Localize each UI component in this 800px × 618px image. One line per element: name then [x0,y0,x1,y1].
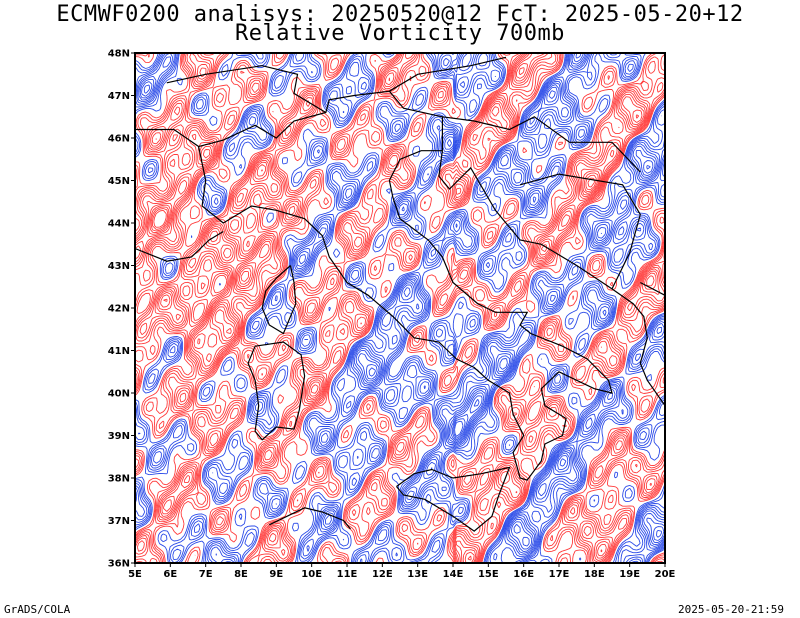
map-subtitle: Relative Vorticity 700mb [235,21,565,46]
positive-vorticity-contour [149,53,657,563]
lon-tick-label: 20E [655,569,676,580]
negative-vorticity-contour [135,53,665,563]
negative-vorticity-contour [135,53,665,563]
france-coast [135,230,224,262]
albania-border [640,281,665,296]
lat-tick-label: 37N [108,516,130,527]
lon-tick-label: 18E [584,569,605,580]
positive-vorticity-contour [135,53,665,563]
negative-vorticity-contour [135,53,665,563]
timestamp: 2025-05-20-21:59 [678,603,784,616]
lon-tick-label: 13E [407,569,428,580]
lat-tick-label: 38N [108,474,130,485]
lon-tick-label: 11E [337,569,358,580]
sardinia [247,341,306,441]
balkan-coast [438,150,665,407]
lat-tick-label: 41N [108,346,130,357]
longitude-axis: 5E 6E 7E 8E 9E 10E 11E 12E 13E 14E 15E 16E 17E 18E 19E… [128,563,676,580]
coastlines [135,56,665,532]
negative-vorticity-contour [454,420,464,437]
lat-tick-label: 44N [108,219,130,230]
lat-tick-label: 39N [108,431,130,442]
lon-tick-label: 17E [549,569,570,580]
latitude-axis: 36N 37N 38N 39N 40N 41N 42N 43N 44N 45N 46N 47N 48N [108,49,135,570]
sicily [396,466,511,532]
lat-tick-label: 43N [108,261,130,272]
negative-vorticity-contour [368,367,567,467]
map-title: ECMWF0200 analisys: 20250520@12 FcT: 202… [56,2,744,27]
swiss-border [166,65,327,114]
lat-tick-label: 47N [108,91,130,102]
positive-vorticity-contour [135,53,665,563]
lon-tick-label: 15E [478,569,499,580]
france-border [135,128,199,147]
software-credit: GrADS/COLA [4,603,71,616]
lon-tick-label: 14E [443,569,464,580]
italy-coastline [222,150,613,481]
austria-border [389,56,507,92]
bosnia-border [519,173,641,290]
positive-vorticity-contour [135,53,665,563]
slovenia-croatia [442,116,641,173]
lat-tick-label: 42N [108,304,130,315]
negative-vorticity-contour [141,53,665,553]
lat-tick-label: 45N [108,176,130,187]
lat-tick-label: 46N [108,134,130,145]
lon-tick-label: 7E [199,569,213,580]
lon-tick-label: 5E [128,569,142,580]
negative-vorticity-contour [143,53,665,550]
positive-vorticity-contour [151,174,597,335]
lon-tick-label: 8E [234,569,248,580]
negative-vorticity-contour [135,53,665,563]
negative-vorticity-contour [135,53,665,563]
lat-tick-label: 36N [108,559,130,570]
lon-tick-label: 9E [269,569,283,580]
alps-border [197,90,443,224]
corsica [261,265,297,335]
lon-tick-label: 6E [163,569,177,580]
lon-tick-label: 12E [372,569,393,580]
positive-vorticity-contour [150,67,655,561]
tunisia-coast [269,507,351,530]
lon-tick-label: 19E [619,569,640,580]
lat-tick-label: 40N [108,389,130,400]
negative-vorticity-contour [135,53,665,563]
negative-vorticity-contour [365,164,663,547]
lon-tick-label: 10E [301,569,322,580]
positive-vorticity-contour [135,53,665,563]
negative-vorticity-contour [135,53,665,563]
positive-vorticity-contour [135,53,665,563]
plot-area [134,52,666,564]
lat-tick-label: 48N [108,49,130,60]
lon-tick-label: 16E [513,569,534,580]
